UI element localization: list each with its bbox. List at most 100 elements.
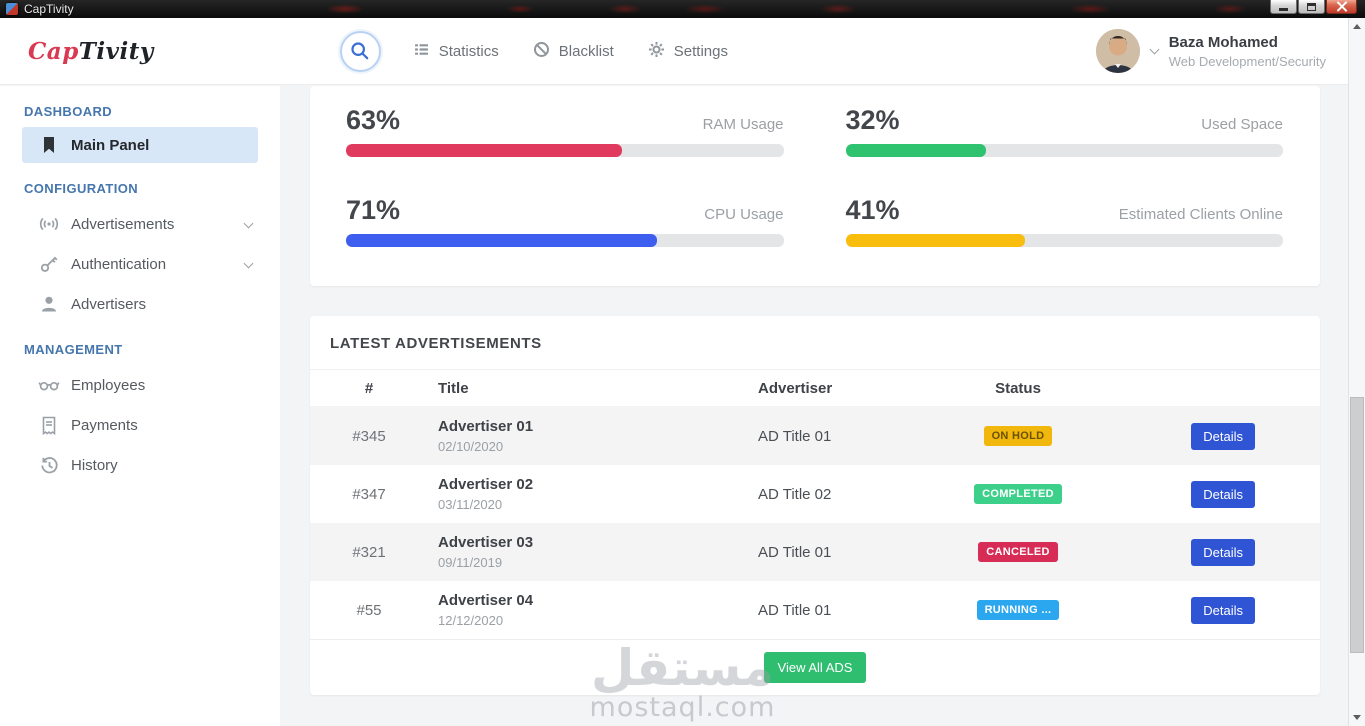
table-row: #345 Advertiser 01 02/10/2020 AD Title 0… [310,407,1320,465]
card-title: LATEST ADVERTISEMENTS [330,335,542,352]
stat-estimated-clients: 41% Estimated Clients Online [845,194,1283,247]
gear-icon [648,41,665,62]
maximize-icon [1307,2,1316,11]
window-controls [1270,0,1357,14]
ad-title: Advertiser 04 [438,592,534,609]
chevron-down-icon [243,218,254,229]
scroll-down-icon [1353,715,1361,720]
details-button[interactable]: Details [1191,480,1255,508]
system-stats-card: 63% RAM Usage 32% Used Space 71% [310,86,1320,286]
sidebar: DASHBOARD Main Panel CONFIGURATION Adver… [0,86,280,726]
app-logo: CapTivity [28,38,154,65]
sidebar-item-advertisers[interactable]: Advertisers [0,284,280,324]
sidebar-item-payments[interactable]: Payments [0,405,280,445]
sidebar-item-history[interactable]: History [0,445,280,485]
sidebar-heading-dashboard: DASHBOARD [24,104,113,119]
scrollbar-up-button[interactable] [1349,18,1365,35]
app-window: CapTivity Statistics Blacklist [0,18,1348,726]
ad-advertiser: AD Title 01 [758,427,832,445]
ad-title: Advertiser 02 [438,476,534,493]
sidebar-item-label: Payments [71,416,138,434]
scroll-up-icon [1353,24,1361,29]
search-icon [351,42,369,60]
stat-percent: 71% [346,195,401,225]
nav-item-blacklist[interactable]: Blacklist [533,41,614,62]
ad-id: #55 [356,601,382,619]
sidebar-item-advertisements[interactable]: Advertisements [0,204,280,244]
table-row: #55 Advertiser 04 12/12/2020 AD Title 01… [310,581,1320,639]
ad-date: 09/11/2019 [438,555,503,570]
details-button[interactable]: Details [1191,596,1255,624]
stat-label: Used Space [1201,116,1283,133]
navbar-menu: Statistics Blacklist Settings [413,41,728,62]
nav-item-label: Settings [673,42,728,60]
status-badge: ON HOLD [983,426,1053,446]
minimize-button[interactable] [1270,0,1297,14]
column-header-id: # [364,379,374,397]
nav-item-label: Statistics [438,42,499,60]
main-content: 63% RAM Usage 32% Used Space 71% [280,86,1348,726]
ad-date: 12/12/2020 [438,613,504,628]
sidebar-item-label: Advertisements [71,215,175,233]
progress-track [845,144,1283,157]
key-icon [38,254,60,274]
ad-id: #347 [352,485,386,503]
window-title: CapTivity [24,2,74,16]
sidebar-heading-management: MANAGEMENT [24,342,123,357]
stat-used-space: 32% Used Space [845,104,1283,157]
history-icon [38,456,60,475]
scrollbar-thumb[interactable] [1350,397,1364,653]
stat-cpu-usage: 71% CPU Usage [346,194,784,247]
sidebar-item-main-panel[interactable]: Main Panel [22,127,258,163]
close-button[interactable] [1326,0,1357,14]
details-button[interactable]: Details [1191,538,1255,566]
avatar-photo [1095,29,1140,73]
view-all-ads-button[interactable]: View All ADS [763,652,867,683]
nav-item-statistics[interactable]: Statistics [413,41,499,62]
window-titlebar: CapTivity [0,0,1365,18]
user-menu[interactable]: Baza Mohamed Web Development/Security [1095,29,1326,73]
stat-percent: 32% [845,105,900,135]
ad-advertiser: AD Title 01 [758,543,832,561]
stat-label: RAM Usage [702,116,784,133]
nav-item-settings[interactable]: Settings [648,41,728,62]
user-avatar[interactable] [1095,29,1140,73]
table-row: #321 Advertiser 03 09/11/2019 AD Title 0… [310,523,1320,581]
stat-label: Estimated Clients Online [1118,206,1283,223]
minimize-icon [1279,7,1288,11]
statistics-icon [413,41,430,62]
latest-ads-card: LATEST ADVERTISEMENTS # Title Advertiser… [310,316,1320,695]
maximize-button[interactable] [1298,0,1325,14]
sidebar-heading-configuration: CONFIGURATION [24,181,139,196]
ad-id: #345 [352,427,386,445]
advertisements-broadcast-icon [38,216,60,232]
logo-part-tivity: Tivity [78,37,154,65]
ad-date: 03/11/2020 [438,497,503,512]
ad-advertiser: AD Title 01 [758,601,832,619]
table-header-row: # Title Advertiser Status [310,369,1320,407]
sidebar-item-label: History [71,456,118,474]
titlebar-background-glass [0,0,1365,18]
stat-ram-usage: 63% RAM Usage [346,104,784,157]
progress-track [346,234,784,247]
glasses-icon [38,378,60,392]
stat-percent: 63% [346,105,401,135]
chevron-down-icon [1149,44,1160,55]
search-button[interactable] [339,30,381,72]
ad-id: #321 [352,543,386,561]
progress-fill [845,234,1025,247]
receipt-icon [38,416,60,435]
scrollbar-down-button[interactable] [1349,709,1365,726]
top-navbar: CapTivity Statistics Blacklist [0,18,1348,85]
sidebar-item-authentication[interactable]: Authentication [0,244,280,284]
vertical-scrollbar [1348,18,1365,726]
sidebar-item-label: Main Panel [71,136,150,154]
sidebar-item-employees[interactable]: Employees [0,365,280,405]
ad-date: 02/10/2020 [438,439,504,454]
close-icon [1336,1,1347,12]
ad-advertiser: AD Title 02 [758,485,832,503]
details-button[interactable]: Details [1191,422,1255,450]
ad-title: Advertiser 03 [438,534,534,551]
sidebar-item-label: Advertisers [71,295,147,313]
stat-percent: 41% [845,195,900,225]
